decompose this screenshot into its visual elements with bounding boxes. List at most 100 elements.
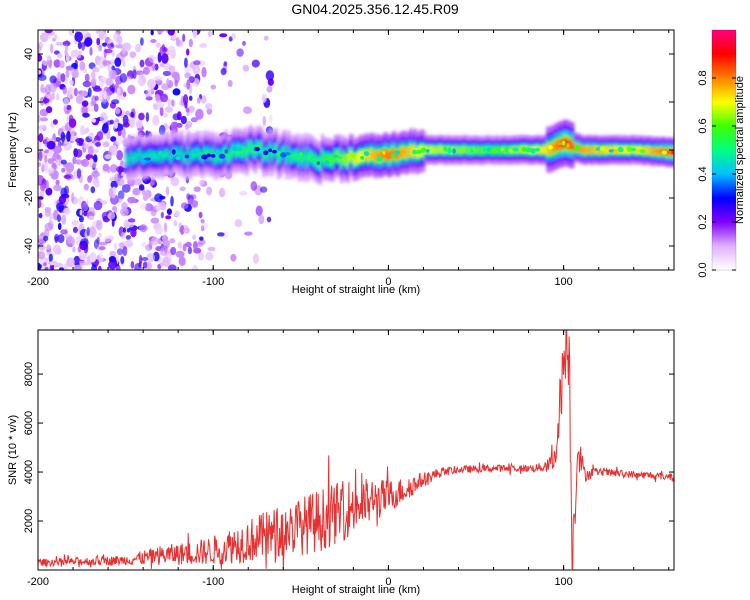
noise-blob <box>53 244 61 254</box>
noise-blob <box>159 106 164 117</box>
noise-blob <box>115 44 125 49</box>
noise-blob <box>223 61 228 67</box>
ridge-cell <box>234 147 239 158</box>
noise-blob <box>102 123 109 134</box>
noise-blob <box>114 107 121 115</box>
noise-blob <box>162 234 168 243</box>
ridge-cell <box>312 154 316 164</box>
ridge-spot <box>416 149 423 154</box>
ridge-cell <box>344 155 348 165</box>
noise-blob <box>165 186 170 196</box>
noise-blob <box>166 78 170 85</box>
noise-blob <box>59 267 65 270</box>
noise-blob <box>174 210 181 217</box>
noise-blob <box>88 226 97 238</box>
noise-blob <box>107 63 111 72</box>
noise-blob <box>117 129 122 136</box>
ridge-cell <box>295 150 300 160</box>
noise-blob <box>170 246 177 256</box>
noise-blob <box>92 173 98 178</box>
noise-blob <box>180 202 189 210</box>
ridge-spot <box>512 147 519 152</box>
noise-blob <box>99 31 108 40</box>
ridge-cell <box>211 148 215 158</box>
noise-blob <box>43 96 48 105</box>
snr-ylabel: SNR (10 * v/v) <box>7 415 19 485</box>
ridge-cell <box>480 147 485 154</box>
noise-blob <box>69 80 74 86</box>
noise-blob <box>176 122 183 128</box>
snr-xtick-label: 0 <box>385 576 391 588</box>
noise-blob <box>38 114 41 123</box>
noise-blob <box>92 67 100 73</box>
ridge-cell <box>197 148 201 158</box>
noise-blob <box>183 94 189 106</box>
noise-blob <box>265 70 275 81</box>
noise-blob <box>66 90 71 99</box>
ridge-cell <box>384 148 388 159</box>
noise-blob <box>119 73 128 83</box>
noise-blob <box>127 196 136 204</box>
ridge-spot <box>162 153 168 157</box>
spectrogram-ytick-label: -20 <box>23 190 35 206</box>
spectrogram-ytick-label: 0 <box>23 147 35 153</box>
ridge-cell <box>430 146 434 153</box>
noise-blob <box>185 241 192 248</box>
noise-blob <box>184 72 191 79</box>
ridge-cell <box>148 149 152 159</box>
noise-blob <box>134 263 142 270</box>
noise-blob <box>220 68 227 76</box>
ridge-cell <box>621 147 625 154</box>
noise-blob <box>61 167 66 173</box>
noise-blob <box>95 142 101 147</box>
ridge-cell <box>649 147 653 154</box>
noise-blob <box>66 104 72 111</box>
noise-blob <box>142 66 150 76</box>
noise-blob <box>146 88 155 93</box>
noise-blob <box>193 240 198 251</box>
ridge-spot <box>360 155 365 160</box>
ridge-cell <box>396 150 400 161</box>
ridge-cell <box>647 147 651 154</box>
ridge-spot <box>363 151 370 157</box>
noise-blob <box>43 33 52 40</box>
noise-blob <box>244 231 253 236</box>
ridge-cell <box>518 146 522 153</box>
noise-blob <box>130 227 137 238</box>
noise-blob <box>50 43 54 54</box>
noise-blob <box>55 262 64 268</box>
noise-blob <box>147 78 156 89</box>
noise-blob <box>184 57 188 68</box>
ridge-cell <box>556 140 560 151</box>
ridge-cell <box>544 146 548 154</box>
noise-blob <box>46 57 53 68</box>
noise-blob <box>140 37 144 46</box>
noise-blob <box>49 264 55 270</box>
ridge-cell <box>478 147 482 154</box>
noise-blob <box>76 54 81 59</box>
noise-blob <box>65 69 70 79</box>
noise-blob <box>167 30 175 36</box>
noise-blob <box>205 251 214 261</box>
ridge-spot <box>613 148 619 154</box>
noise-blob <box>155 42 161 48</box>
noise-blob <box>167 98 172 107</box>
ridge-cell <box>258 142 262 152</box>
noise-blob <box>107 212 116 220</box>
ridge-spot <box>254 147 260 152</box>
noise-blob <box>120 231 126 239</box>
ridge-spot <box>482 146 487 152</box>
ridge-spot <box>394 150 401 155</box>
ridge-cell <box>251 144 255 155</box>
noise-blob <box>120 256 125 265</box>
noise-blob <box>239 191 248 196</box>
snr-ytick-label: 4000 <box>23 460 35 484</box>
ridge-spot <box>210 154 216 158</box>
ridge-cell <box>441 146 445 153</box>
ridge-cell <box>140 152 144 162</box>
noise-blob <box>207 246 216 252</box>
ridge-spot <box>626 146 633 152</box>
noise-blob <box>111 99 120 105</box>
noise-blob <box>219 33 228 38</box>
